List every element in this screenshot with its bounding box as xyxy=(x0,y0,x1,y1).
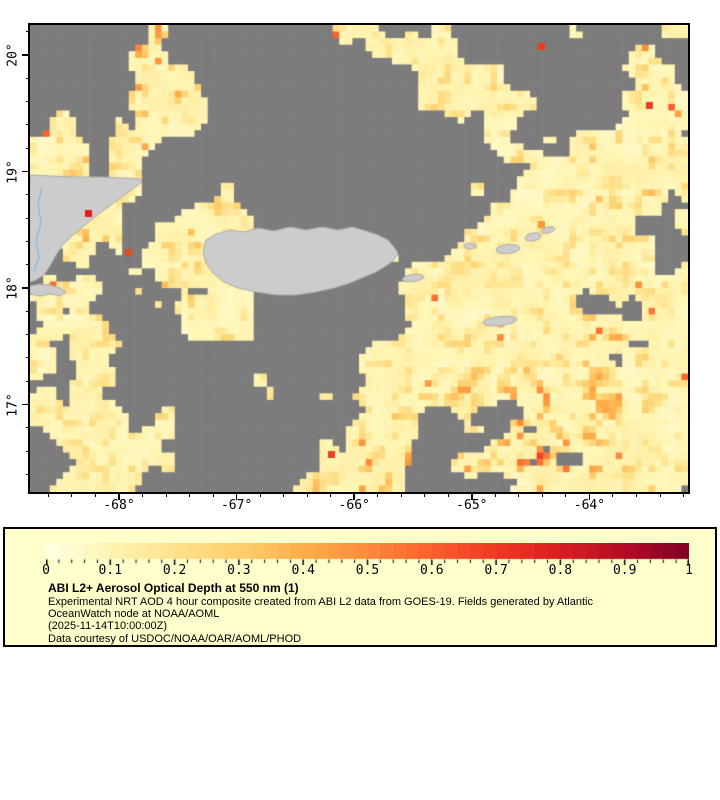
x-minor-tick xyxy=(541,492,543,497)
y-minor-tick xyxy=(25,101,30,103)
colorbar-tick-label: 0.2 xyxy=(162,563,187,578)
y-minor-tick xyxy=(25,450,30,452)
x-tick-label: -64° xyxy=(573,498,606,513)
x-minor-tick xyxy=(212,492,214,497)
y-major-tick xyxy=(22,403,30,406)
colorbar-tick-label: 0.4 xyxy=(291,563,315,578)
x-minor-tick xyxy=(612,492,614,497)
y-minor-tick xyxy=(25,31,30,33)
y-minor-tick xyxy=(25,357,30,359)
colorbar-tick-label: 1 xyxy=(685,563,693,578)
x-minor-tick xyxy=(47,492,49,497)
y-minor-tick xyxy=(25,310,30,312)
y-tick-label: 18° xyxy=(5,276,21,300)
y-minor-tick xyxy=(25,264,30,266)
x-minor-tick xyxy=(518,492,520,497)
y-major-tick xyxy=(22,287,30,289)
colorbar-tick-label: 0.9 xyxy=(612,563,637,578)
legend-credit: Data courtesy of USDOC/NOAA/OAR/AOML/PHO… xyxy=(48,632,302,645)
legend-box: 0 0.1 0.2 0.3 0.4 0.5 0.6 0.7 0.8 0.9 1 ABI L2+ Ae… xyxy=(3,527,717,647)
x-minor-tick xyxy=(259,492,261,497)
y-major-tick xyxy=(22,54,30,56)
x-minor-tick xyxy=(635,492,637,497)
x-minor-tick xyxy=(400,492,402,497)
legend-text-block: ABI L2+ Aerosol Optical Depth at 550 nm … xyxy=(48,581,708,645)
y-tick-label: 20° xyxy=(5,43,21,67)
colorbar-tick-label: 0.6 xyxy=(420,563,444,578)
x-tick-label: -67° xyxy=(220,498,253,513)
y-minor-tick xyxy=(25,147,30,149)
x-minor-tick xyxy=(447,492,449,497)
x-minor-tick xyxy=(683,492,685,497)
colorbar-tick-label: 0.5 xyxy=(355,563,380,578)
legend-description-line2: OceanWatch node at NOAA/AOML xyxy=(48,608,220,621)
x-minor-tick xyxy=(424,492,426,497)
y-minor-tick xyxy=(25,473,30,475)
y-minor-tick xyxy=(25,427,30,429)
x-minor-tick xyxy=(377,492,379,497)
y-tick-label: 19° xyxy=(5,159,21,184)
legend-description-line1: Experimental NRT AOD 4 hour composite cr… xyxy=(48,596,593,608)
x-minor-tick xyxy=(306,492,308,497)
x-minor-tick xyxy=(95,492,96,497)
x-minor-tick xyxy=(283,492,285,497)
x-major-tick xyxy=(471,492,473,500)
x-minor-tick xyxy=(330,492,332,497)
y-minor-tick xyxy=(25,240,30,242)
y-minor-tick xyxy=(25,217,30,219)
legend-timestamp: (2025-11-14T10:00:00Z) xyxy=(48,620,168,633)
y-minor-tick xyxy=(25,334,30,336)
x-tick-label: -65° xyxy=(456,498,488,513)
x-minor-tick xyxy=(494,492,496,497)
x-minor-tick xyxy=(165,492,167,497)
x-major-tick xyxy=(588,492,591,500)
x-major-tick xyxy=(353,492,355,500)
aod-raster-map xyxy=(30,25,688,492)
y-major-tick xyxy=(22,170,30,173)
y-minor-tick xyxy=(25,77,30,79)
colorbar-tick-label: 0.1 xyxy=(98,563,123,578)
colorbar-tick-label: 0 xyxy=(42,563,50,578)
x-minor-tick xyxy=(565,492,567,497)
x-minor-tick xyxy=(659,492,661,497)
y-minor-tick xyxy=(25,380,30,382)
x-major-tick xyxy=(118,492,120,500)
y-minor-tick xyxy=(25,194,30,196)
colorbar-tick-label: 0.7 xyxy=(484,563,508,578)
colorbar xyxy=(46,543,689,565)
x-tick-label: -66° xyxy=(338,498,370,513)
colorbar-tick-label: 0.3 xyxy=(227,563,251,578)
x-minor-tick xyxy=(142,492,144,497)
x-minor-tick xyxy=(189,492,191,497)
colorbar-tick-label: 0.8 xyxy=(548,563,573,578)
y-minor-tick xyxy=(25,124,30,126)
x-tick-label: -68° xyxy=(103,498,135,513)
legend-title: ABI L2+ Aerosol Optical Depth at 550 nm … xyxy=(48,581,299,595)
x-major-tick xyxy=(235,492,238,500)
y-tick-label: 17° xyxy=(5,392,21,417)
x-minor-tick xyxy=(71,492,73,497)
